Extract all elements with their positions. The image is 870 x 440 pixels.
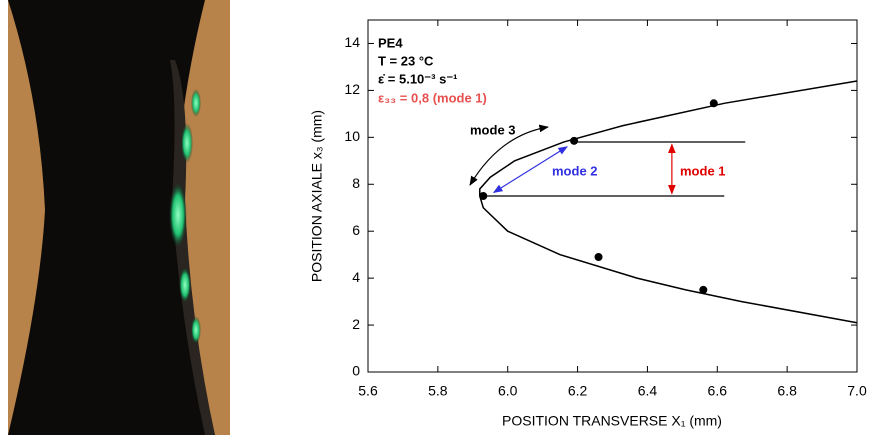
x-tick-label: 6.4 xyxy=(638,383,658,399)
x-tick-label: 6.2 xyxy=(568,383,588,399)
x-tick-label: 5.6 xyxy=(358,383,378,399)
x-tick-label: 7.0 xyxy=(847,383,867,399)
y-tick-label: 6 xyxy=(352,222,360,238)
annotation: ε₃₃ = 0,8 (mode 1) xyxy=(378,90,487,105)
x-tick-label: 6.8 xyxy=(777,383,797,399)
point xyxy=(570,136,579,145)
y-tick-label: 4 xyxy=(352,269,360,285)
point xyxy=(699,285,708,294)
point xyxy=(709,99,718,108)
annotation: ε̇ = 5.10⁻³ s⁻¹ xyxy=(378,71,458,86)
annotation: PE4 xyxy=(378,35,403,50)
reference-line xyxy=(492,146,568,193)
mode3-arrow xyxy=(469,124,549,186)
annotation: mode 1 xyxy=(680,163,726,178)
x-tick-label: 6.0 xyxy=(498,383,518,399)
annotation: mode 2 xyxy=(552,163,598,178)
y-tick-label: 10 xyxy=(344,128,360,144)
y-tick-label: 2 xyxy=(352,316,360,332)
y-tick-label: 8 xyxy=(352,175,360,191)
x-axis-label: POSITION TRANSVERSE X₁ (mm) xyxy=(502,413,722,429)
annotation: mode 3 xyxy=(470,122,516,137)
point xyxy=(479,192,488,200)
curve xyxy=(479,80,858,324)
y-tick-label: 0 xyxy=(352,363,360,379)
point xyxy=(594,253,603,262)
photo xyxy=(8,0,230,435)
annotation: T = 23 °C xyxy=(378,53,434,68)
x-tick-label: 5.8 xyxy=(428,383,448,399)
y-tick-label: 14 xyxy=(344,34,360,50)
x-tick-label: 6.6 xyxy=(708,383,728,399)
plot-frame xyxy=(367,19,858,373)
y-tick-label: 12 xyxy=(344,81,360,97)
y-axis-label: POSITION AXIALE x₃ (mm) xyxy=(309,110,325,282)
